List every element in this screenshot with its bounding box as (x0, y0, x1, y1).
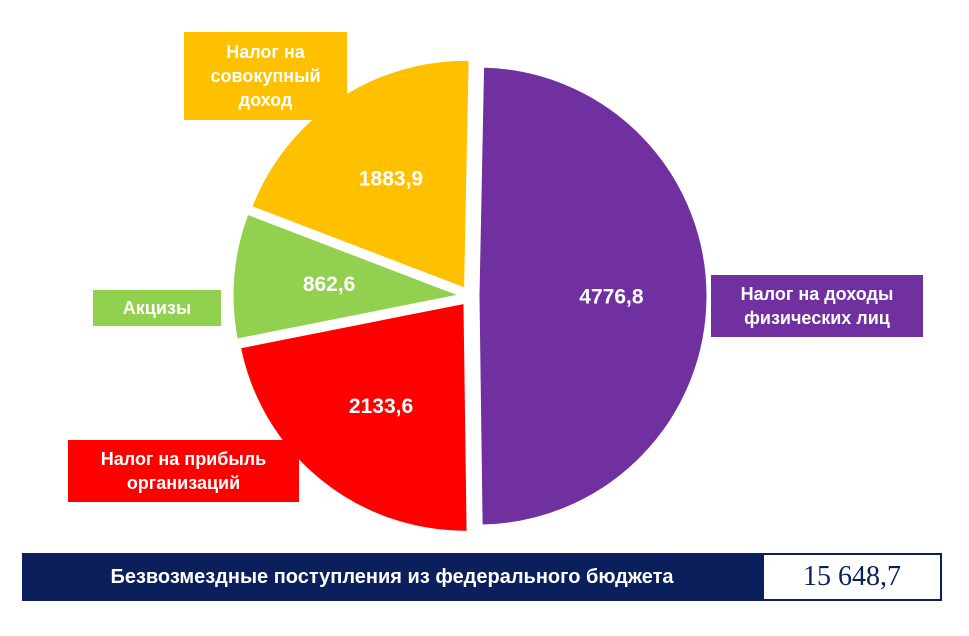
slice-personal-income-tax (476, 64, 710, 528)
legend-label-excise: Акцизы (93, 290, 221, 326)
slice-excise (230, 211, 468, 342)
federal-transfers-label: Безвозмездные поступления из федеральног… (22, 553, 762, 601)
value-label-profit-tax: 2133,6 (349, 395, 413, 418)
federal-transfers-value: 15 648,7 (762, 553, 942, 601)
legend-label-personal-income-tax: Налог на доходы физических лиц (711, 275, 923, 337)
legend-label-total-income-tax: Налог на совокупный доход (184, 32, 347, 120)
value-label-personal-income-tax: 4776,8 (579, 285, 644, 308)
legend-label-profit-tax: Налог на прибыль организаций (68, 440, 299, 502)
slice-profit-tax (237, 300, 470, 534)
pie-chart: 4776,8 2133,6 862,6 1883,9 (230, 57, 710, 534)
value-label-total-income-tax: 1883,9 (359, 168, 423, 191)
value-label-excise: 862,6 (303, 273, 356, 296)
federal-transfers-row: Безвозмездные поступления из федеральног… (22, 553, 942, 601)
